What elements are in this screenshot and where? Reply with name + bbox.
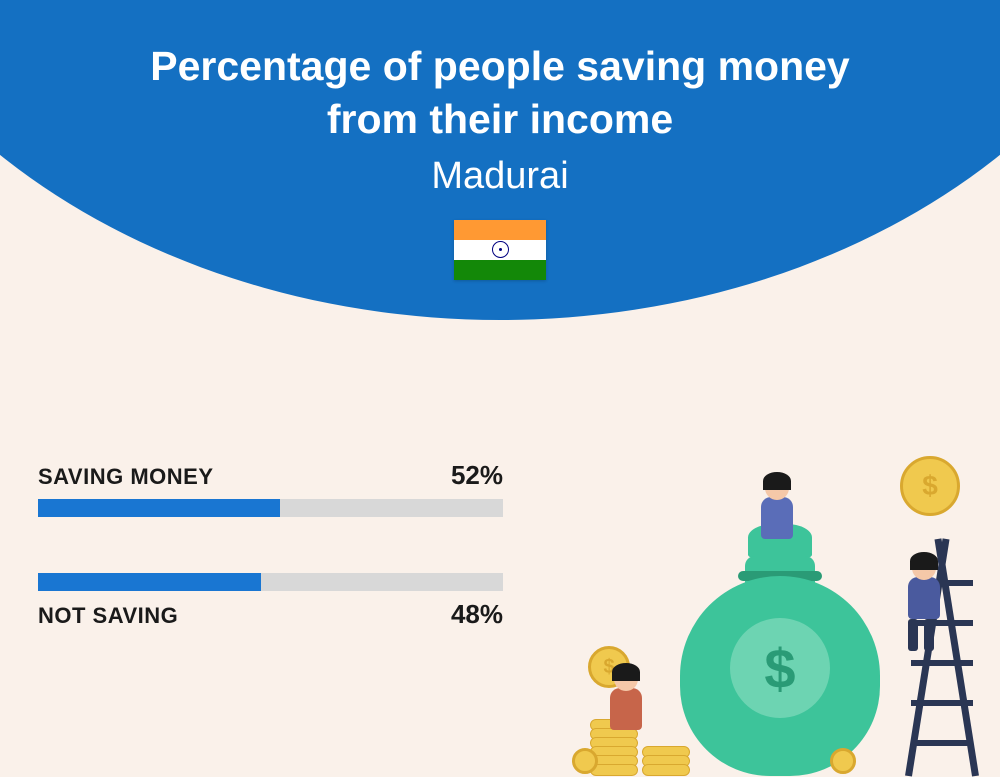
bar-label-row: SAVING MONEY 52% (38, 460, 503, 491)
bar-fill (38, 573, 261, 591)
bar-label-row: NOT SAVING 48% (38, 599, 503, 630)
person-icon (765, 476, 793, 539)
header: Percentage of people saving money from t… (0, 40, 1000, 280)
ashoka-chakra-icon (492, 241, 509, 258)
coin-icon (830, 748, 856, 774)
bar-value: 52% (451, 460, 503, 491)
bar-fill (38, 499, 280, 517)
bar-label: NOT SAVING (38, 603, 178, 629)
coin-stack-icon (642, 749, 690, 776)
page-title: Percentage of people saving money from t… (0, 40, 1000, 147)
flag-stripe-white (454, 240, 546, 260)
person-icon (614, 667, 642, 730)
bar-chart: SAVING MONEY 52% NOT SAVING 48% (38, 460, 503, 686)
title-line-1: Percentage of people saving money (150, 43, 849, 89)
money-bag-badge: $ (730, 618, 830, 718)
bar-not-saving: NOT SAVING 48% (38, 573, 503, 630)
savings-illustration: $ $ $ (570, 436, 990, 776)
flag-stripe-green (454, 260, 546, 280)
title-line-2: from their income (327, 96, 673, 142)
coin-icon (572, 748, 598, 774)
bar-label: SAVING MONEY (38, 464, 214, 490)
dollar-sign-icon: $ (764, 636, 795, 701)
bar-value: 48% (451, 599, 503, 630)
bar-saving-money: SAVING MONEY 52% (38, 460, 503, 517)
flag-stripe-saffron (454, 220, 546, 240)
coin-stack-icon (590, 722, 638, 776)
bar-track (38, 499, 503, 517)
page-subtitle: Madurai (0, 155, 1000, 198)
bar-track (38, 573, 503, 591)
person-icon (912, 556, 940, 656)
coin-large-icon: $ (900, 456, 960, 516)
india-flag-icon (454, 220, 546, 280)
